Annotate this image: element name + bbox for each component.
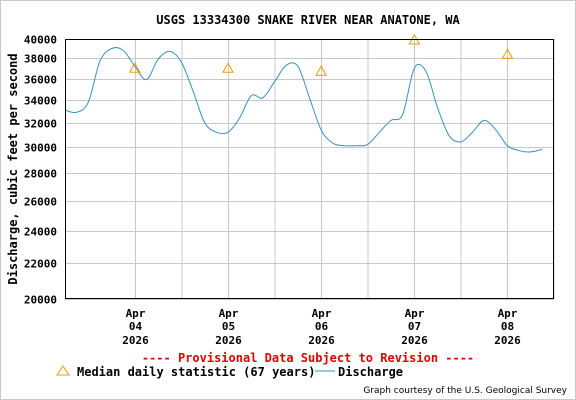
x-tick-year: 2026 <box>215 334 242 347</box>
y-tick-label: 34000 <box>24 95 57 108</box>
legend-discharge-label: Discharge <box>338 365 403 379</box>
median-marker <box>501 48 514 59</box>
x-tick-month: Apr <box>126 307 146 320</box>
y-tick-label: 40000 <box>24 34 57 47</box>
plot-area <box>65 39 554 299</box>
y-tick-label: 36000 <box>24 74 57 87</box>
legend-median-label: Median daily statistic (67 years) <box>77 365 315 379</box>
series-layer <box>64 47 543 153</box>
y-tick-label: 32000 <box>24 118 57 131</box>
x-tick-day: 05 <box>222 320 235 333</box>
x-tick-year: 2026 <box>122 334 149 347</box>
y-tick-label: 26000 <box>24 196 57 209</box>
x-tick-year: 2026 <box>401 334 428 347</box>
y-tick-label: 38000 <box>24 53 57 66</box>
x-tick-month: Apr <box>405 307 425 320</box>
credit-text: Graph courtesy of the U.S. Geological Su… <box>363 386 567 396</box>
y-tick-label: 24000 <box>24 226 57 239</box>
provisional-notice: ---- Provisional Data Subject to Revisio… <box>142 351 474 365</box>
x-tick-day: 08 <box>501 320 514 333</box>
discharge-series-line <box>64 47 543 153</box>
median-marker <box>315 65 327 76</box>
plot-border <box>65 39 554 299</box>
x-tick-year: 2026 <box>308 334 335 347</box>
legend-median-symbol <box>56 365 70 376</box>
x-tick-day: 04 <box>129 320 143 333</box>
y-axis-label: Discharge, cubic feet per second <box>6 53 20 284</box>
x-tick-year: 2026 <box>494 334 521 347</box>
y-tick-label: 30000 <box>24 142 57 155</box>
y-tick-label: 22000 <box>24 258 57 271</box>
x-tick-month: Apr <box>312 307 332 320</box>
x-tick-month: Apr <box>498 307 518 320</box>
x-tick-month: Apr <box>219 307 239 320</box>
y-tick-labels: 20000 22000 24000 26000 28000 30000 32000 34000… <box>24 34 57 307</box>
x-tick-day: 07 <box>408 320 421 333</box>
y-tick-label: 28000 <box>24 168 57 181</box>
median-marker <box>129 62 141 73</box>
x-tick-day: 06 <box>315 320 329 333</box>
median-marker <box>222 62 234 73</box>
chart-title: USGS 13334300 SNAKE RIVER NEAR ANATONE, … <box>156 13 460 27</box>
x-tick-labels: Apr042026Apr052026Apr062026Apr072026Apr0… <box>122 307 521 347</box>
y-tick-label: 20000 <box>24 294 57 307</box>
legend: Median daily statistic (67 years) Discha… <box>56 365 403 379</box>
